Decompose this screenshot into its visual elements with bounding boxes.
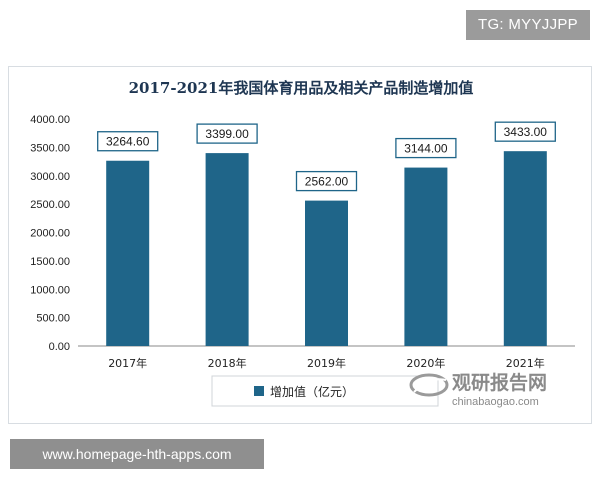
data-label-box	[395, 137, 457, 159]
y-tick-label: 0.00	[49, 341, 70, 353]
y-tick-label: 500.00	[36, 313, 70, 325]
url-badge: www.homepage-hth-apps.com	[10, 439, 264, 469]
x-tick-label: 2018年	[208, 356, 247, 370]
chart-title: 2017-2021年我国体育用品及相关产品制造增加值	[129, 79, 474, 97]
tg-badge: TG: MYYJJPP	[466, 10, 590, 40]
y-tick-label: 2500.00	[30, 199, 70, 211]
data-label: 3399.00	[205, 127, 249, 141]
x-tick-label: 2021年	[506, 356, 545, 370]
y-tick-label: 1000.00	[30, 284, 70, 296]
y-axis: 0.00 500.00 1000.00 1500.00 2000.00 2500.00 30…	[30, 114, 70, 353]
y-tick-label: 4000.00	[30, 114, 70, 126]
bar	[404, 167, 448, 346]
y-tick-label: 2000.00	[30, 228, 70, 240]
legend-box	[211, 375, 439, 407]
legend-label: 增加值（亿元）	[270, 384, 354, 399]
legend: 增加值（亿元）	[211, 375, 439, 407]
x-tick-label: 2019年	[307, 356, 346, 370]
data-label: 3433.00	[504, 125, 548, 139]
bars-group	[106, 151, 547, 346]
watermark-logo: 观研报告网 chinabaogao.com	[409, 371, 547, 408]
y-tick-label: 1500.00	[30, 256, 70, 268]
watermark-cn: 观研报告网	[452, 371, 547, 394]
data-label: 3264.60	[106, 135, 150, 149]
y-tick-label: 3500.00	[30, 142, 70, 154]
data-label-box	[295, 170, 358, 192]
y-tick-label: 3000.00	[30, 171, 70, 183]
x-axis: 2017年 2018年 2019年 2020年 2021年	[108, 356, 545, 370]
data-label-box	[196, 123, 258, 144]
data-label: 2562.00	[305, 175, 349, 189]
bar	[205, 153, 249, 346]
bar	[305, 200, 348, 346]
data-label: 3144.00	[404, 142, 448, 156]
watermark-swirl-icon	[409, 373, 449, 397]
data-labels-group: 3264.60 3399.00 2562.00 3144.00 3433.00	[97, 121, 556, 192]
watermark-en: chinabaogao.com	[452, 396, 539, 408]
x-tick-label: 2017年	[108, 356, 147, 370]
data-label-box	[97, 131, 159, 152]
bar	[503, 151, 547, 346]
data-label-box	[494, 121, 556, 142]
legend-swatch	[254, 386, 264, 396]
x-tick-label: 2020年	[406, 356, 445, 370]
bar	[106, 160, 150, 346]
